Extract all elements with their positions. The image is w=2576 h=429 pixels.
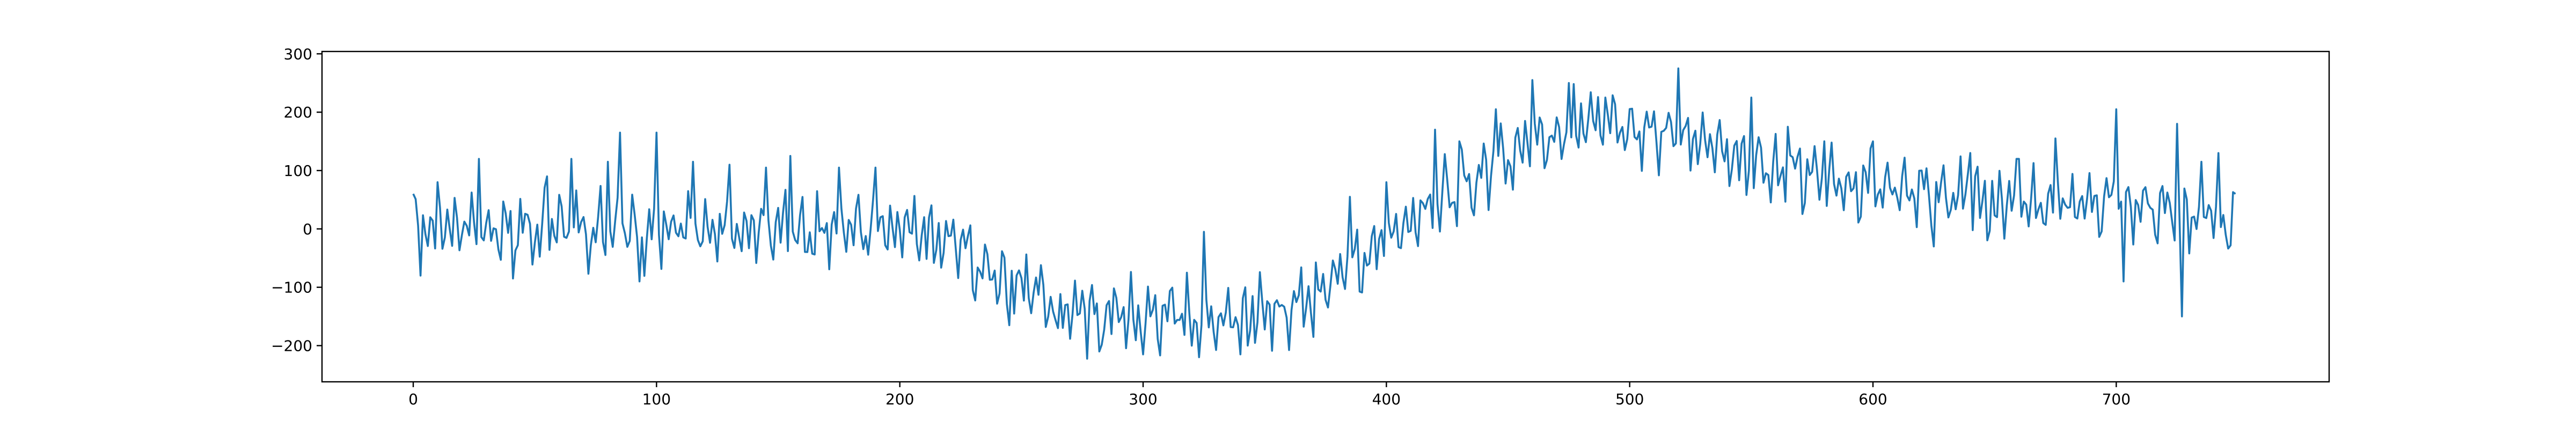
y-tick-label: 100	[284, 162, 312, 180]
x-tick-label: 300	[1129, 390, 1157, 408]
x-tick-label: 0	[408, 390, 418, 408]
y-tick-label: 0	[303, 220, 312, 238]
x-tick-label: 200	[885, 390, 914, 408]
series-line-0	[412, 67, 2236, 360]
y-tick-label: 200	[284, 103, 312, 121]
x-tick-label: 500	[1615, 390, 1644, 408]
axes: 0 100 200 300 400 500 600 700 −200 −100 0 100 200 300	[271, 45, 2330, 408]
y-tick-label: 300	[284, 45, 312, 63]
plot-frame	[321, 50, 2330, 383]
x-tick-label: 700	[2102, 390, 2131, 408]
y-tick-label: −200	[271, 337, 312, 355]
x-tick-label: 400	[1372, 390, 1401, 408]
x-tick-label: 100	[642, 390, 671, 408]
plot-area	[412, 67, 2236, 360]
y-tick-label: −100	[271, 279, 312, 297]
x-tick-label: 600	[1858, 390, 1887, 408]
